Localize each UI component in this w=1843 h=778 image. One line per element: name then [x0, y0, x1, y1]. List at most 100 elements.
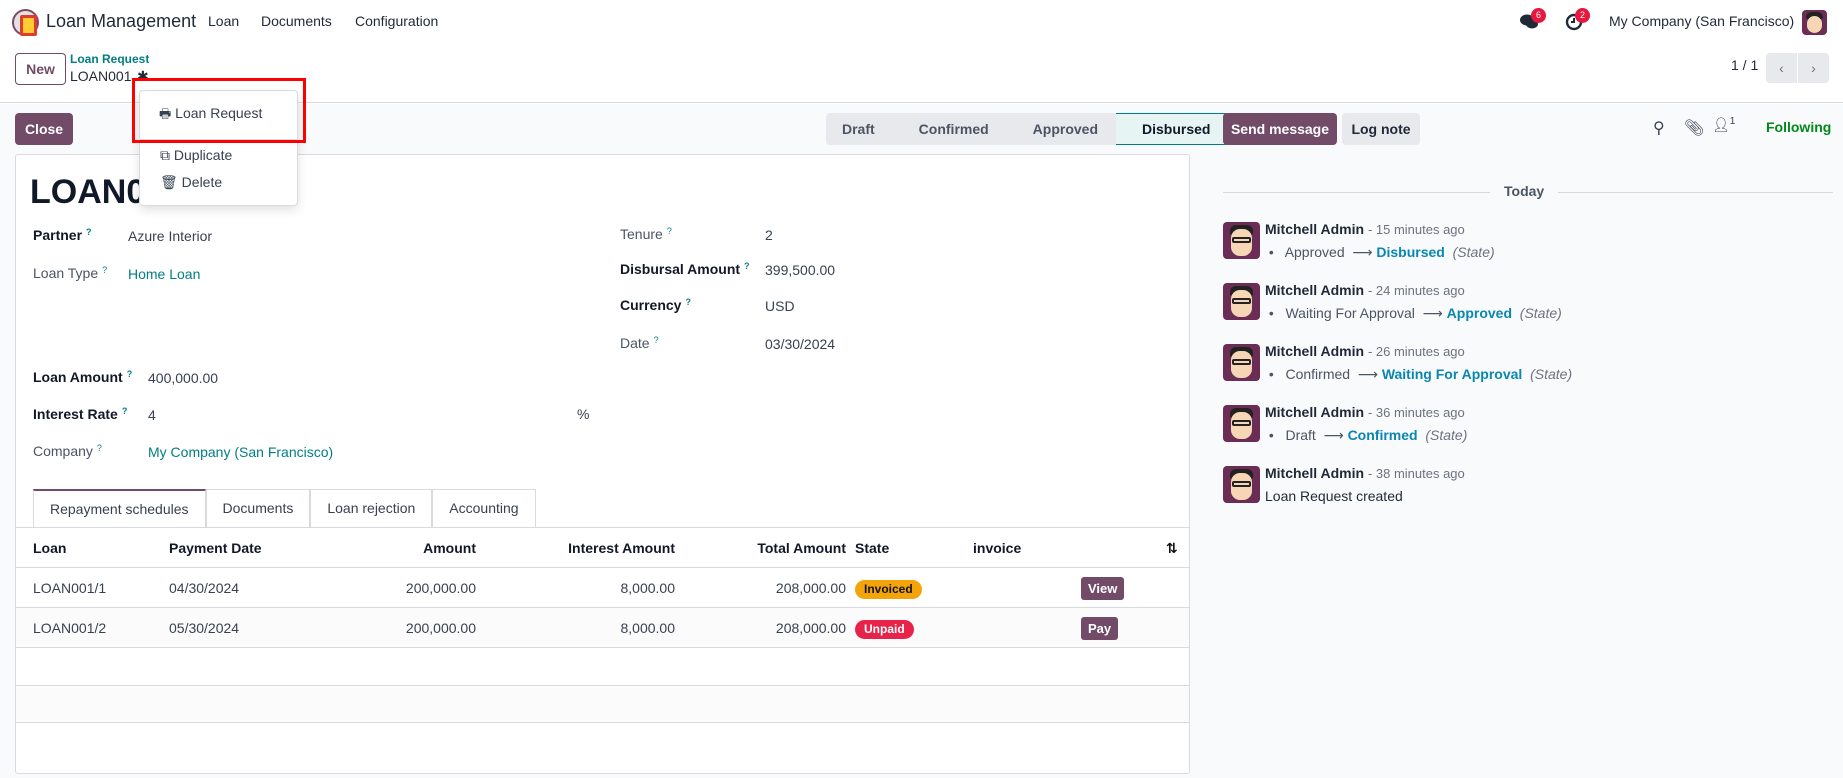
interest-rate-label: Interest Rate?: [33, 406, 128, 422]
disbursal-amount-value[interactable]: 399,500.00: [765, 262, 836, 278]
highlight-box: [132, 78, 306, 143]
message-time: - 24 minutes ago: [1367, 283, 1465, 298]
loan-type-value[interactable]: Home Loan: [128, 266, 201, 282]
author-avatar[interactable]: [1223, 466, 1260, 503]
menu-loan[interactable]: Loan: [208, 13, 240, 29]
empty-row: [16, 685, 1189, 722]
stage-draft[interactable]: Draft: [826, 113, 893, 145]
optional-columns-icon[interactable]: ⇅: [1166, 540, 1178, 556]
col-interest-amount[interactable]: Interest Amount: [568, 540, 675, 556]
interest-rate-value[interactable]: 4: [148, 407, 156, 423]
interest-rate-unit: %: [577, 406, 590, 422]
messages-button[interactable]: 6: [1519, 8, 1546, 34]
activities-button[interactable]: 2: [1565, 8, 1590, 34]
author-name[interactable]: Mitchell Admin: [1265, 282, 1365, 298]
close-button[interactable]: Close: [15, 113, 73, 145]
tracking-value: • Waiting For Approval ⟶ Approved (State…: [1265, 305, 1562, 321]
gear-icon[interactable]: ✱: [137, 68, 149, 84]
date-separator: Today: [1490, 183, 1559, 199]
cell-amount: 200,000.00: [405, 580, 476, 596]
author-name[interactable]: Mitchell Admin: [1265, 221, 1365, 237]
notebook-tabs: Repayment schedules Documents Loan rejec…: [33, 489, 536, 527]
message-time: - 36 minutes ago: [1367, 405, 1465, 420]
table-row[interactable]: LOAN001/2 05/30/2024 200,000.00 8,000.00…: [16, 607, 1189, 647]
tracking-value: • Confirmed ⟶ Waiting For Approval (Stat…: [1265, 366, 1573, 382]
col-state[interactable]: State: [855, 540, 890, 556]
breadcrumb-parent[interactable]: Loan Request: [70, 52, 150, 66]
message-time: - 15 minutes ago: [1367, 222, 1465, 237]
col-payment-date[interactable]: Payment Date: [169, 540, 262, 556]
pager-value[interactable]: 1 / 1: [1731, 57, 1759, 73]
currency-value[interactable]: USD: [765, 298, 795, 314]
menu-documents[interactable]: Documents: [261, 13, 332, 29]
col-amount[interactable]: Amount: [423, 540, 476, 556]
new-button[interactable]: New: [15, 53, 66, 85]
cell-date: 04/30/2024: [169, 580, 240, 596]
author-name[interactable]: Mitchell Admin: [1265, 343, 1365, 359]
paperclip-icon[interactable]: 📎︎: [1684, 120, 1705, 137]
tenure-value[interactable]: 2: [765, 227, 773, 243]
cell-total: 208,000.00: [775, 580, 846, 596]
author-avatar[interactable]: [1223, 222, 1260, 259]
col-loan[interactable]: Loan: [33, 540, 67, 556]
company-switcher[interactable]: My Company (San Francisco): [1609, 13, 1795, 29]
tab-repayment-schedules[interactable]: Repayment schedules: [33, 489, 206, 527]
pager-next-button[interactable]: ›: [1798, 53, 1829, 83]
message-time: - 26 minutes ago: [1367, 344, 1465, 359]
empty-row: [16, 647, 1189, 685]
tab-loan-rejection[interactable]: Loan rejection: [310, 489, 433, 527]
cell-total: 208,000.00: [775, 620, 846, 636]
table-header: Loan Payment Date Amount Interest Amount…: [16, 527, 1189, 567]
divider: [140, 139, 297, 140]
tenure-label: Tenure?: [620, 226, 672, 242]
author-name[interactable]: Mitchell Admin: [1265, 404, 1365, 420]
empty-row: [16, 722, 1189, 772]
author-avatar[interactable]: [1223, 283, 1260, 320]
col-total-amount[interactable]: Total Amount: [757, 540, 846, 556]
loan-amount-value[interactable]: 400,000.00: [148, 370, 219, 386]
cell-amount: 200,000.00: [405, 620, 476, 636]
tracking-value: • Draft ⟶ Confirmed (State): [1265, 427, 1468, 443]
table-row[interactable]: LOAN001/1 04/30/2024 200,000.00 8,000.00…: [16, 567, 1189, 607]
duplicate-item[interactable]: ⧉ Duplicate: [160, 147, 233, 163]
navbar: Loan Management Loan Documents Configura…: [0, 0, 1843, 45]
app-title[interactable]: Loan Management: [46, 11, 197, 31]
currency-label: Currency?: [620, 297, 691, 313]
partner-value[interactable]: Azure Interior: [128, 228, 213, 244]
col-invoice[interactable]: invoice: [973, 540, 1022, 556]
record-title: LOAN0: [30, 173, 146, 211]
state-badge: Unpaid: [855, 620, 914, 639]
trash-icon: 🗑: [160, 174, 178, 190]
pager-prev-button[interactable]: ‹: [1766, 53, 1797, 83]
user-avatar[interactable]: [1802, 10, 1827, 35]
disbursal-amount-label: Disbursal Amount?: [620, 261, 750, 277]
stage-disbursed[interactable]: Disbursed: [1116, 113, 1230, 145]
date-value[interactable]: 03/30/2024: [765, 336, 836, 352]
print-loan-request-item[interactable]: 🖶 Loan Request: [159, 105, 263, 121]
delete-item[interactable]: 🗑 Delete: [160, 174, 223, 190]
statusbar: Draft Confirmed Approved Disbursed: [826, 113, 1230, 145]
author-avatar[interactable]: [1223, 405, 1260, 442]
log-note-button[interactable]: Log note: [1342, 113, 1420, 145]
search-icon[interactable]: ⚲: [1653, 120, 1665, 137]
stage-confirmed[interactable]: Confirmed: [892, 113, 1007, 145]
company-value[interactable]: My Company (San Francisco): [148, 444, 334, 460]
date-label: Date?: [620, 335, 659, 351]
message: Mitchell Admin - 26 minutes ago • Confir…: [1223, 343, 1823, 399]
message: Mitchell Admin - 15 minutes ago • Approv…: [1223, 221, 1823, 277]
tab-documents[interactable]: Documents: [205, 489, 311, 527]
tab-accounting[interactable]: Accounting: [432, 489, 536, 527]
message-time: - 38 minutes ago: [1367, 466, 1465, 481]
following-button[interactable]: Following: [1766, 119, 1832, 135]
stage-approved[interactable]: Approved: [1006, 113, 1117, 145]
followers-button[interactable]: 👤︎1: [1712, 116, 1736, 133]
app-logo-icon[interactable]: [12, 9, 39, 36]
author-name[interactable]: Mitchell Admin: [1265, 465, 1365, 481]
messages-badge: 6: [1531, 8, 1546, 23]
send-message-button[interactable]: Send message: [1223, 113, 1337, 145]
author-avatar[interactable]: [1223, 344, 1260, 381]
view-button[interactable]: View: [1081, 577, 1125, 600]
message: Mitchell Admin - 24 minutes ago • Waitin…: [1223, 282, 1823, 338]
menu-configuration[interactable]: Configuration: [355, 13, 439, 29]
pay-button[interactable]: Pay: [1081, 617, 1119, 640]
